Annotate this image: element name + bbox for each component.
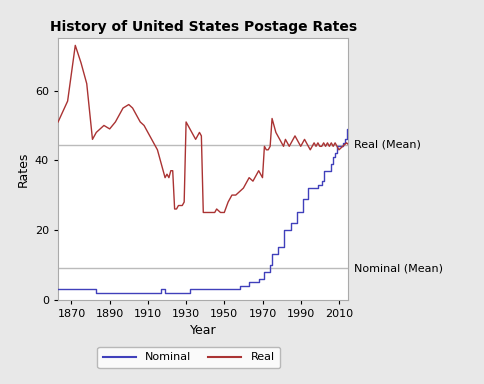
Y-axis label: Rates: Rates — [16, 151, 30, 187]
Title: History of United States Postage Rates: History of United States Postage Rates — [50, 20, 357, 35]
Text: Real (Mean): Real (Mean) — [354, 140, 421, 150]
X-axis label: Year: Year — [190, 324, 217, 337]
Text: Nominal (Mean): Nominal (Mean) — [354, 263, 443, 273]
Legend: Nominal, Real: Nominal, Real — [97, 347, 280, 368]
